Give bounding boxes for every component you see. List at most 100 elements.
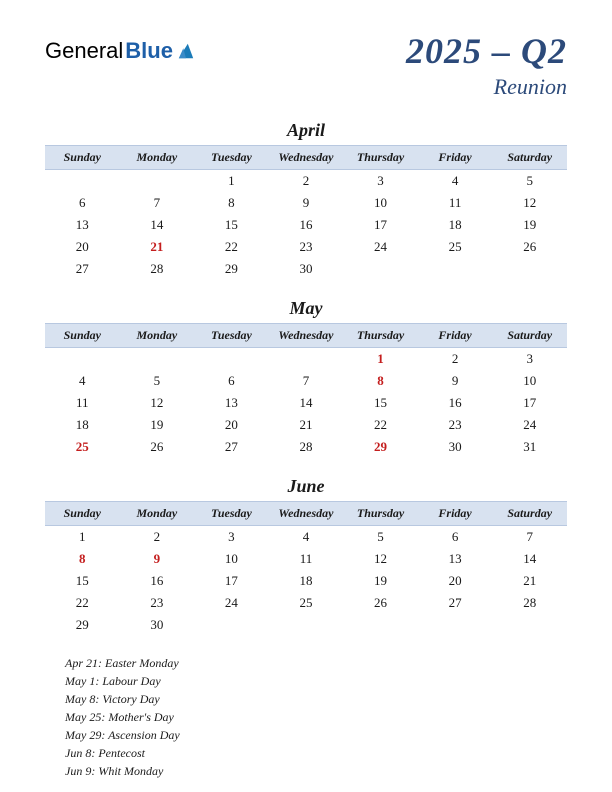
calendar-cell: 4 — [418, 170, 493, 193]
calendar-cell: 29 — [194, 258, 269, 280]
holiday-item: Jun 8: Pentecost — [65, 744, 567, 762]
calendar-cell: 6 — [194, 370, 269, 392]
calendar-row: 1234567 — [45, 526, 567, 549]
calendar-row: 891011121314 — [45, 548, 567, 570]
calendar-cell: 24 — [194, 592, 269, 614]
day-header: Saturday — [492, 324, 567, 348]
calendar-cell: 22 — [343, 414, 418, 436]
calendar-cell: 25 — [45, 436, 120, 458]
calendar-cell: 19 — [492, 214, 567, 236]
title-main: 2025 – Q2 — [406, 30, 567, 72]
calendar-cell: 2 — [269, 170, 344, 193]
calendar-cell: 26 — [120, 436, 195, 458]
calendar-cell: 9 — [418, 370, 493, 392]
title-block: 2025 – Q2 Reunion — [406, 30, 567, 100]
calendar-cell: 1 — [45, 526, 120, 549]
calendar-cell: 13 — [194, 392, 269, 414]
calendar-cell: 18 — [269, 570, 344, 592]
calendar-cell: 1 — [194, 170, 269, 193]
calendar-cell: 25 — [418, 236, 493, 258]
calendar-row: 13141516171819 — [45, 214, 567, 236]
calendar-cell — [492, 614, 567, 636]
calendar-cell — [194, 348, 269, 371]
calendar-cell: 2 — [418, 348, 493, 371]
calendar-row: 20212223242526 — [45, 236, 567, 258]
calendar-cell: 25 — [269, 592, 344, 614]
calendar-cell: 23 — [269, 236, 344, 258]
day-header: Wednesday — [269, 324, 344, 348]
calendar-cell: 14 — [269, 392, 344, 414]
day-header: Sunday — [45, 146, 120, 170]
calendar-cell — [269, 614, 344, 636]
day-header: Saturday — [492, 146, 567, 170]
day-header: Friday — [418, 502, 493, 526]
calendar-cell: 17 — [343, 214, 418, 236]
calendar-cell: 21 — [269, 414, 344, 436]
calendar-cell: 18 — [418, 214, 493, 236]
logo-text-general: General — [45, 38, 123, 64]
calendar-cell: 5 — [492, 170, 567, 193]
holiday-item: May 1: Labour Day — [65, 672, 567, 690]
logo-sail-icon — [177, 42, 195, 60]
calendar-cell: 5 — [120, 370, 195, 392]
day-header: Tuesday — [194, 502, 269, 526]
calendar-cell: 13 — [45, 214, 120, 236]
calendar-cell: 23 — [120, 592, 195, 614]
calendar-row: 12345 — [45, 170, 567, 193]
month-block: MaySundayMondayTuesdayWednesdayThursdayF… — [45, 298, 567, 458]
calendar-cell: 15 — [45, 570, 120, 592]
holiday-list: Apr 21: Easter MondayMay 1: Labour DayMa… — [45, 654, 567, 780]
calendar-cell: 8 — [194, 192, 269, 214]
calendar-cell: 24 — [343, 236, 418, 258]
calendar-cell — [120, 348, 195, 371]
calendar-cell: 31 — [492, 436, 567, 458]
calendar-cell: 1 — [343, 348, 418, 371]
day-header: Wednesday — [269, 502, 344, 526]
calendar-cell: 10 — [343, 192, 418, 214]
holiday-item: May 25: Mother's Day — [65, 708, 567, 726]
calendar-cell: 7 — [269, 370, 344, 392]
calendar-cell: 20 — [418, 570, 493, 592]
calendar-row: 123 — [45, 348, 567, 371]
calendar-table: SundayMondayTuesdayWednesdayThursdayFrid… — [45, 145, 567, 280]
logo: GeneralBlue — [45, 38, 195, 64]
calendar-cell — [120, 170, 195, 193]
calendar-cell: 8 — [343, 370, 418, 392]
calendar-cell: 11 — [418, 192, 493, 214]
calendar-cell: 9 — [120, 548, 195, 570]
day-header: Monday — [120, 146, 195, 170]
calendar-cell: 30 — [269, 258, 344, 280]
calendar-cell — [343, 258, 418, 280]
calendar-cell: 4 — [269, 526, 344, 549]
calendar-cell: 28 — [492, 592, 567, 614]
day-header: Saturday — [492, 502, 567, 526]
day-header: Friday — [418, 146, 493, 170]
day-header: Thursday — [343, 324, 418, 348]
calendar-cell — [418, 614, 493, 636]
day-header: Sunday — [45, 502, 120, 526]
calendar-cell: 29 — [45, 614, 120, 636]
calendar-cell: 12 — [492, 192, 567, 214]
calendar-cell: 30 — [120, 614, 195, 636]
day-header: Monday — [120, 502, 195, 526]
calendar-cell: 14 — [492, 548, 567, 570]
calendar-cell: 4 — [45, 370, 120, 392]
day-header: Tuesday — [194, 146, 269, 170]
calendar-cell: 21 — [492, 570, 567, 592]
calendar-cell: 16 — [120, 570, 195, 592]
holiday-item: May 8: Victory Day — [65, 690, 567, 708]
month-name: April — [45, 120, 567, 141]
day-header: Friday — [418, 324, 493, 348]
calendar-cell: 29 — [343, 436, 418, 458]
calendar-table: SundayMondayTuesdayWednesdayThursdayFrid… — [45, 501, 567, 636]
calendar-cell: 27 — [418, 592, 493, 614]
calendar-cell: 2 — [120, 526, 195, 549]
calendar-cell: 15 — [194, 214, 269, 236]
calendar-cell — [418, 258, 493, 280]
calendar-cell: 14 — [120, 214, 195, 236]
calendar-cell: 13 — [418, 548, 493, 570]
calendar-cell: 5 — [343, 526, 418, 549]
calendar-cell: 9 — [269, 192, 344, 214]
calendar-cell: 11 — [45, 392, 120, 414]
month-block: April SundayMondayTuesdayWednesdayThursda… — [45, 120, 567, 280]
